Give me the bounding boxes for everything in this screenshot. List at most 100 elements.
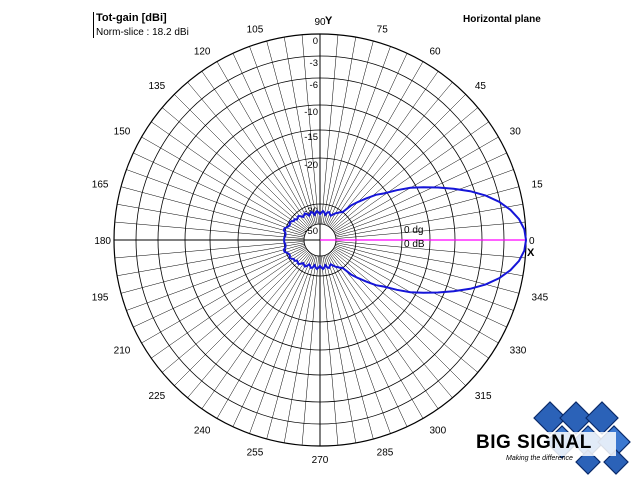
grid-spoke-100	[283, 37, 318, 225]
radial-tick-minus50: -50	[304, 226, 318, 237]
grid-spoke-30	[333, 136, 499, 233]
grid-spoke-230	[187, 252, 310, 398]
grid-spoke-185	[114, 241, 305, 259]
grid-spoke-335	[334, 246, 507, 328]
grid-spoke-75	[323, 40, 374, 225]
grid-spoke-345	[335, 243, 520, 294]
grid-spoke-340	[334, 245, 514, 311]
grid-spoke-330	[333, 247, 499, 344]
grid-spoke-10	[335, 203, 523, 238]
y-axis-label: Y	[325, 15, 333, 27]
angle-tick-15: 15	[532, 179, 544, 190]
angle-tick-285: 285	[377, 448, 394, 459]
grid-spoke-15	[335, 186, 520, 237]
grid-spoke-5	[335, 221, 526, 239]
header-divider	[93, 12, 94, 38]
grid-spoke-50	[330, 82, 453, 228]
grid-spoke-95	[301, 34, 319, 225]
angle-tick-330: 330	[510, 346, 527, 357]
grid-spoke-155	[133, 152, 306, 234]
grid-spoke-195	[120, 243, 305, 294]
grid-spoke-80	[322, 37, 357, 225]
grid-spoke-260	[283, 255, 318, 443]
logo-wordmark: BIG SIGNAL	[476, 432, 592, 453]
grid-spoke-240	[216, 253, 313, 419]
grid-spoke-45	[331, 94, 466, 229]
grid-spoke-130	[187, 82, 310, 228]
grid-spoke-325	[332, 248, 489, 359]
angle-tick-225: 225	[148, 391, 165, 402]
reference-gain-label: 0 dB	[404, 239, 425, 250]
grid-spoke-170	[117, 203, 305, 238]
angle-tick-315: 315	[475, 391, 492, 402]
plane-label: Horizontal plane	[463, 14, 541, 25]
angle-tick-30: 30	[510, 127, 522, 138]
grid-spoke-190	[117, 242, 305, 277]
grid-spoke-310	[330, 252, 453, 398]
grid-spoke-40	[332, 107, 478, 230]
grid-spoke-70	[325, 46, 391, 226]
chart-subtitle: Norm-slice : 18.2 dBi	[96, 27, 189, 38]
grid-spoke-65	[326, 53, 408, 226]
angle-tick-75: 75	[377, 24, 389, 35]
grid-spoke-150	[141, 136, 307, 233]
grid-spoke-235	[201, 252, 312, 409]
grid-spoke-20	[334, 169, 514, 235]
reference-angle-label: 0 dg	[404, 225, 423, 236]
angle-tick-135: 135	[148, 81, 165, 92]
angle-tick-270: 270	[312, 455, 329, 466]
logo-tagline: Making the difference	[506, 455, 573, 462]
grid-spoke-140	[162, 107, 308, 230]
angle-tick-165: 165	[92, 179, 109, 190]
grid-spoke-55	[328, 71, 439, 228]
angle-tick-150: 150	[114, 127, 131, 138]
grid-spoke-280	[322, 255, 357, 443]
radial-tick-minus10: -10	[304, 107, 318, 118]
radial-tick-0: 0	[313, 36, 318, 47]
grid-spoke-60	[327, 61, 424, 227]
x-axis-label: X	[527, 247, 535, 259]
grid-spoke-290	[325, 254, 391, 434]
grid-spoke-275	[321, 255, 339, 446]
angle-tick-labels: 0 15 30 45 60 75 90 105 120 135 150 165 180 195 210 225…	[92, 17, 549, 466]
grid-spoke-350	[335, 242, 523, 277]
radial-tick-minus3: -3	[310, 58, 318, 69]
grid-spoke-210	[141, 247, 307, 344]
angle-tick-45: 45	[475, 81, 487, 92]
grid-spoke-175	[114, 221, 305, 239]
big-signal-logo	[474, 401, 631, 475]
angle-tick-105: 105	[247, 24, 264, 35]
grid-spoke-105	[266, 40, 317, 225]
grid-spoke-205	[133, 246, 306, 328]
grid-spoke-255	[266, 255, 317, 440]
radial-tick-minus15: -15	[304, 132, 318, 143]
grid-spoke-125	[201, 71, 312, 228]
grid-spoke-165	[120, 186, 305, 237]
grid-spoke-35	[332, 121, 489, 232]
grid-spoke-245	[232, 254, 314, 427]
angle-tick-300: 300	[430, 426, 447, 437]
radial-tick-minus6: -6	[310, 80, 318, 91]
radial-tick-minus20: -20	[304, 160, 318, 171]
angle-tick-0: 0	[529, 236, 535, 247]
gain-pattern-line	[282, 186, 528, 294]
angle-tick-345: 345	[532, 293, 549, 304]
angle-tick-120: 120	[194, 46, 211, 57]
grid-spoke-265	[301, 255, 319, 446]
grid-spoke-355	[335, 241, 526, 259]
grid-spoke-300	[327, 253, 424, 419]
angle-tick-90: 90	[314, 17, 326, 28]
grid-spoke-85	[321, 34, 339, 225]
grid-spoke-120	[216, 61, 313, 227]
grid-spoke-320	[332, 250, 478, 373]
grid-spoke-145	[151, 121, 308, 232]
angle-tick-180: 180	[94, 236, 111, 247]
grid-spoke-215	[151, 248, 308, 359]
angle-tick-240: 240	[194, 426, 211, 437]
radial-tick-labels: 0-3-6-10-15-20-30-50	[304, 36, 318, 237]
grid-spoke-220	[162, 250, 308, 373]
grid-spoke-225	[174, 251, 309, 386]
grid-spoke-135	[174, 94, 309, 229]
chart-title: Tot-gain [dBi]	[96, 12, 167, 24]
